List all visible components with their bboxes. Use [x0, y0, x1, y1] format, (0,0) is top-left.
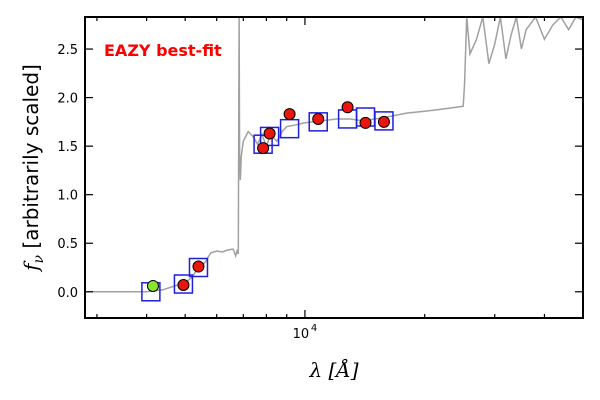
observed-flux-point: [263, 127, 276, 140]
observed-flux-point: [359, 116, 372, 129]
series-layer: [85, 17, 583, 302]
y-axis-label: fν [arbitrarily scaled]: [19, 64, 47, 273]
y-tick-label: 0.5: [57, 237, 78, 252]
y-tick-label: 1.0: [57, 189, 78, 204]
observed-flux-point: [192, 260, 205, 273]
x-tick-label: 10: [293, 327, 310, 342]
model-flux-box: [279, 118, 300, 139]
model-flux-box: [374, 111, 394, 131]
plot-frame: [84, 16, 584, 319]
y-axis-label-text: [arbitrarily scaled]: [19, 64, 43, 255]
y-tick-label: 1.5: [57, 140, 78, 155]
model-flux-box: [259, 126, 280, 147]
y-tick-label: 0.0: [57, 286, 78, 301]
observed-flux-point: [377, 115, 390, 128]
axes-layer: 0.0 0.5 1.0 1.5 2.0 2.5 10 4: [57, 16, 584, 342]
observed-flux-point: [312, 112, 325, 125]
template-spectrum-line: [85, 17, 583, 293]
observed-flux-point: [257, 142, 270, 155]
observed-flux-point: [341, 101, 354, 114]
model-flux-box: [308, 112, 328, 132]
outlier-flux-point: [146, 279, 159, 292]
observed-flux-point: [283, 108, 296, 121]
observed-flux-point: [177, 278, 190, 291]
y-tick-label: 2.5: [57, 43, 78, 58]
x-axis-label: λ [Å]: [308, 357, 358, 382]
y-tick-label: 2.0: [57, 92, 78, 107]
model-flux-box: [188, 257, 209, 278]
model-flux-box: [173, 274, 194, 294]
y-axis-label-subscript: ν: [31, 254, 47, 263]
x-tick-label-exponent: 4: [311, 323, 317, 334]
annotation-label: EAZY best-fit: [104, 41, 222, 60]
